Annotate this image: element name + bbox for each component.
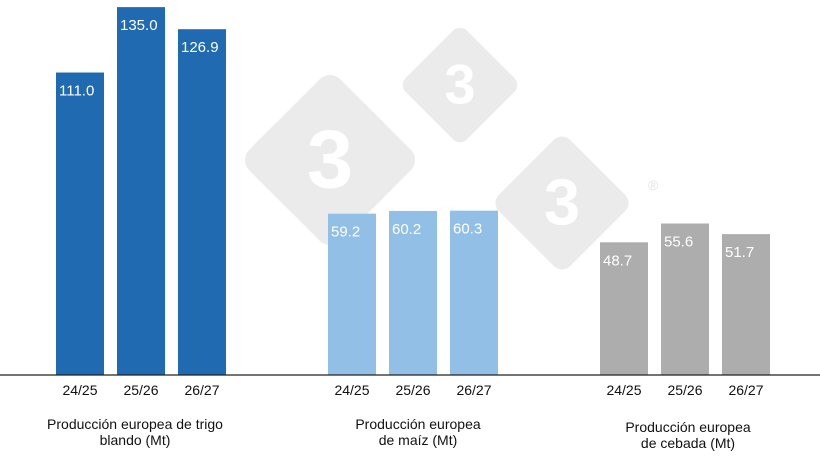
group-caption: Producción europea — [355, 416, 481, 432]
watermark-digit: 3 — [544, 166, 580, 239]
x-tick-label: 25/26 — [123, 382, 158, 398]
group-caption: de maíz (Mt) — [379, 432, 458, 448]
x-tick-label: 26/27 — [728, 382, 763, 398]
bar — [600, 242, 648, 375]
bar — [178, 29, 226, 375]
registered-mark: ® — [648, 177, 659, 193]
watermark-digit: 3 — [307, 113, 353, 206]
bar-value-label: 48.7 — [603, 252, 632, 269]
watermark-diamond — [402, 27, 518, 143]
bar-value-label: 55.6 — [664, 233, 693, 250]
bar — [389, 210, 437, 375]
group-caption: blando (Mt) — [100, 432, 171, 448]
watermark-digit: 3 — [444, 53, 475, 116]
x-tick-label: 25/26 — [395, 382, 430, 398]
bar-value-label: 135.0 — [120, 17, 158, 34]
bar — [117, 7, 165, 375]
bar-value-label: 126.9 — [181, 39, 219, 56]
group-caption: Producción europea de trigo — [47, 416, 223, 432]
bar — [661, 223, 709, 375]
group-caption: Producción europea — [625, 419, 751, 435]
bar — [56, 72, 104, 376]
watermark-diamond — [495, 136, 629, 270]
watermark: 3 3 3 ® — [245, 27, 659, 270]
x-tick-label: 24/25 — [606, 382, 641, 398]
bar-value-label: 111.0 — [59, 83, 94, 100]
group-caption: de cebada (Mt) — [641, 435, 735, 451]
bar-value-label: 60.2 — [392, 221, 421, 238]
bar-value-label: 60.3 — [453, 221, 482, 238]
bar-value-label: 51.7 — [725, 244, 754, 261]
bars — [56, 7, 770, 376]
labels: 111.0 24/25 135.0 25/26 126.9 26/27 Producción… — [47, 17, 764, 451]
x-tick-label: 24/25 — [62, 382, 97, 398]
watermark-diamond — [245, 75, 415, 245]
x-tick-label: 26/27 — [184, 382, 219, 398]
bar — [328, 213, 376, 375]
x-tick-label: 26/27 — [456, 382, 491, 398]
bar-value-label: 59.2 — [331, 224, 360, 241]
bar — [450, 210, 498, 375]
bar — [722, 234, 770, 375]
x-tick-label: 25/26 — [667, 382, 702, 398]
x-tick-label: 24/25 — [334, 382, 369, 398]
